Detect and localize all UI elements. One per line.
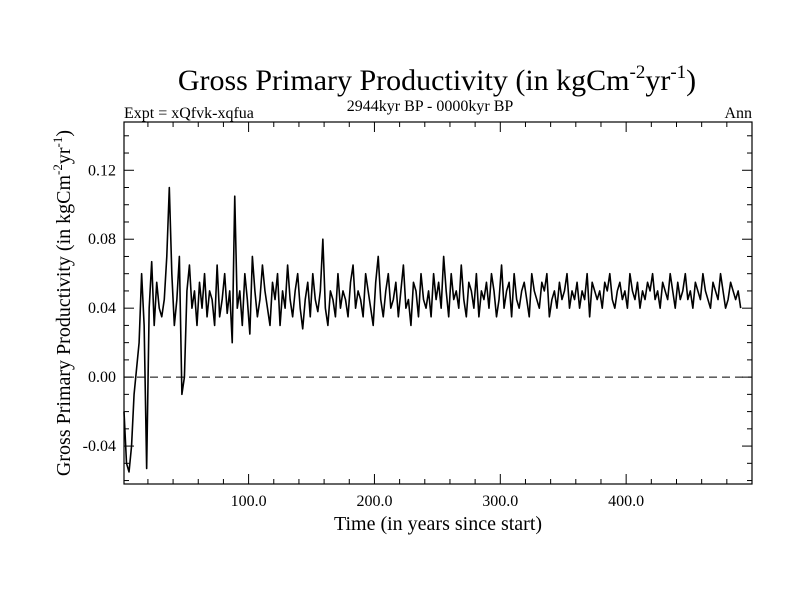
experiment-label: Expt = xQfvk-xqfua <box>124 105 254 122</box>
plot-frame <box>123 121 753 485</box>
x-axis-label: Time (in years since start) <box>334 513 542 535</box>
y-tick-label: -0.04 <box>83 438 116 455</box>
y-axis-ticks: -0.04 0.00 0.04 0.08 0.12 <box>83 135 752 482</box>
y-axis-label: Gross Primary Productivity (in kgCm-2yr-… <box>50 130 75 476</box>
time-range-label: 2944kyr BP - 0000kyr BP <box>347 98 514 115</box>
gpp-series-line <box>123 186 742 473</box>
y-tick-label: 0.00 <box>88 369 116 386</box>
y-tick-label: 0.08 <box>88 231 116 248</box>
season-label: Ann <box>724 105 752 122</box>
x-axis-ticks: 100.0 200.0 300.0 400.0 <box>147 122 728 510</box>
x-tick-label: 400.0 <box>608 493 644 510</box>
x-tick-label: 300.0 <box>482 493 518 510</box>
x-tick-label: 200.0 <box>356 493 392 510</box>
y-tick-label: 0.04 <box>88 300 116 317</box>
x-tick-label: 100.0 <box>231 493 267 510</box>
chart-title: Gross Primary Productivity (in kgCm-2yr-… <box>178 62 696 97</box>
y-tick-label: 0.12 <box>88 162 116 179</box>
